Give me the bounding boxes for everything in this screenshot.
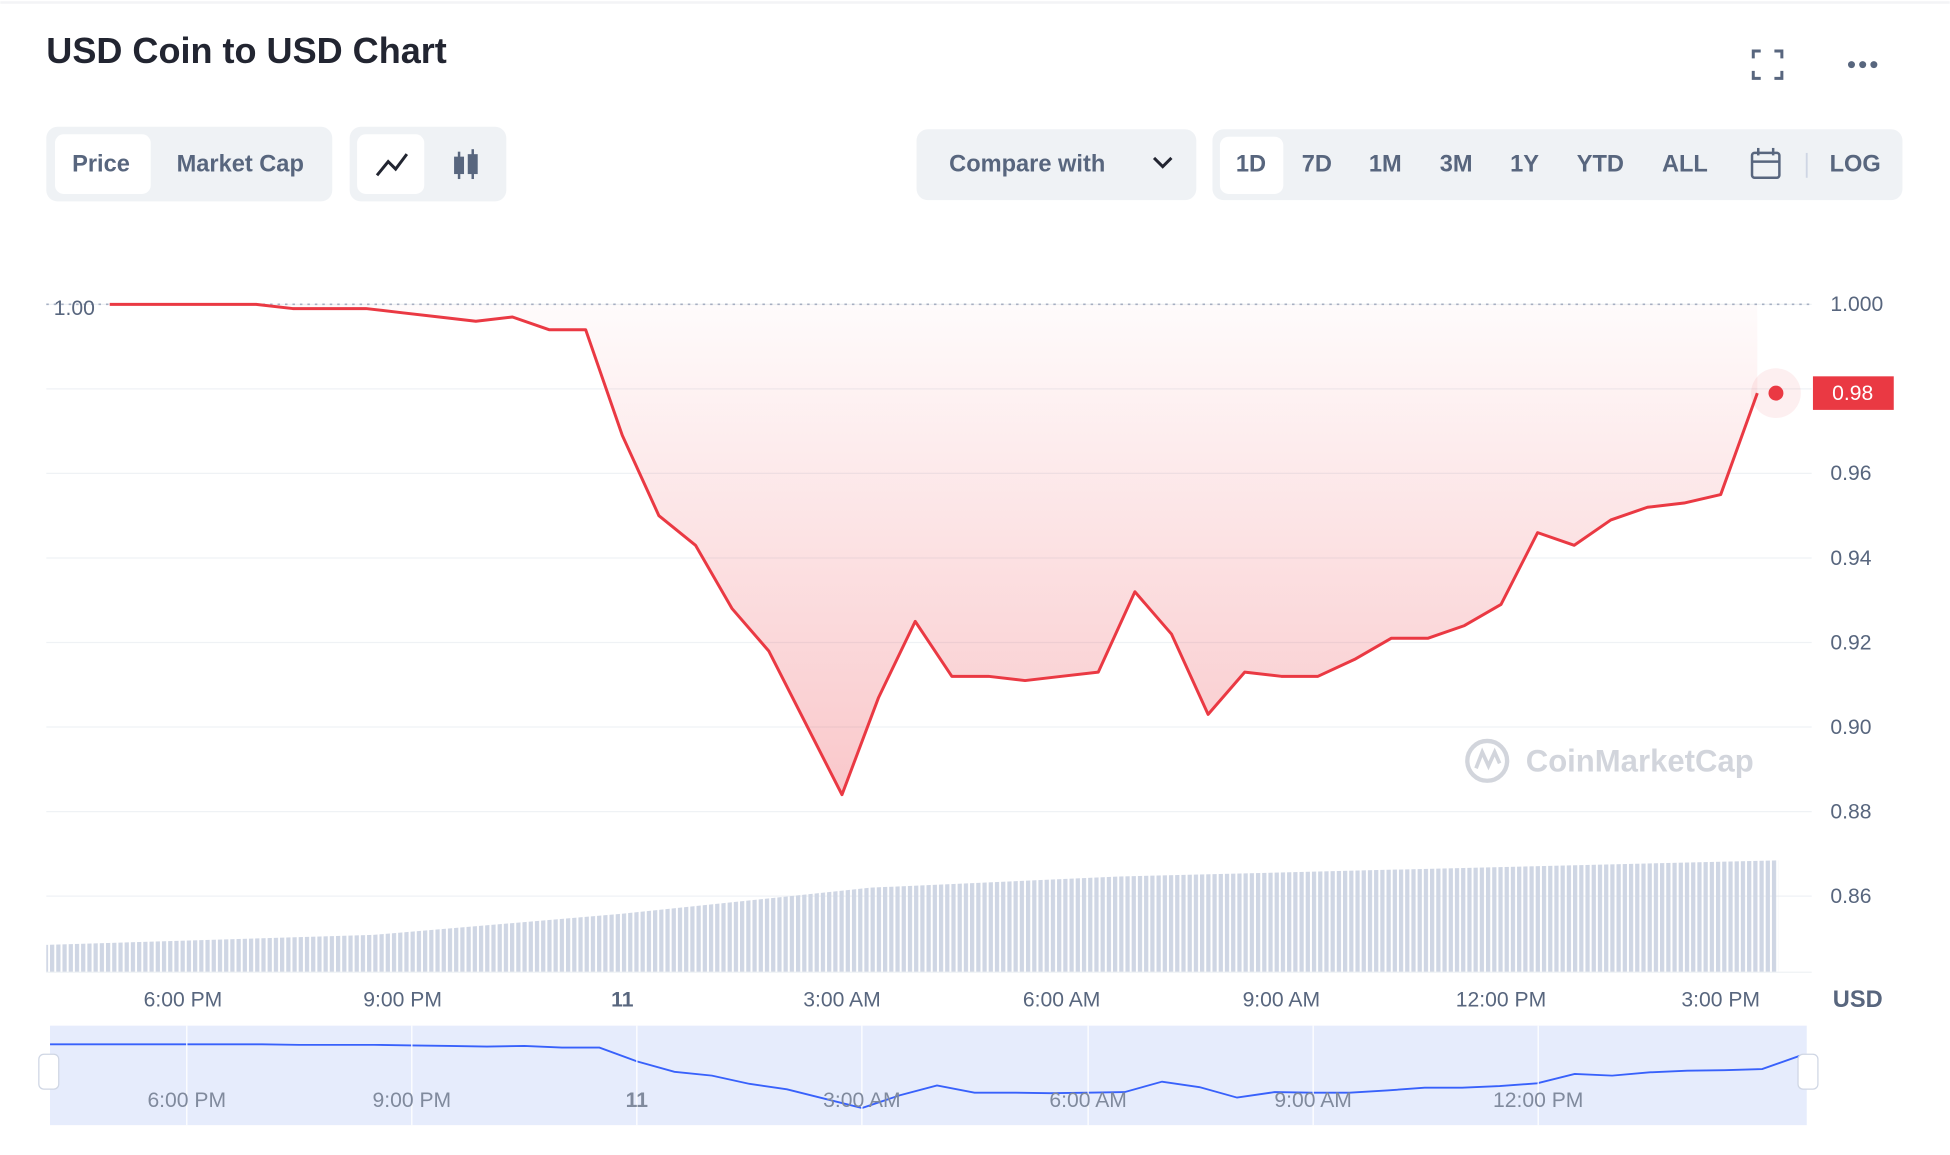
chart-title: USD Coin to USD Chart (46, 30, 447, 71)
reference-label: 1.00 (54, 297, 95, 320)
tab-selected (55, 134, 151, 194)
tab-button[interactable]: Market Cap (177, 152, 304, 178)
navigator-handle-left[interactable] (38, 1053, 60, 1090)
y-tick-label: 0.96 (1830, 462, 1871, 485)
x-tick-label: 3:00 AM (803, 988, 881, 1011)
range-selected (1219, 136, 1284, 194)
range-button[interactable]: ALL (1662, 152, 1708, 178)
y-tick-label: 0.86 (1830, 885, 1871, 908)
x-tick-label: 9:00 AM (1243, 988, 1321, 1011)
x-tick-label: 11 (611, 988, 634, 1011)
navigator-handle-right[interactable] (1797, 1053, 1819, 1090)
x-tick-label: 9:00 PM (363, 988, 442, 1011)
price-badge-label: 0.98 (1832, 382, 1873, 405)
x-tick-label: 6:00 AM (1023, 988, 1101, 1011)
watermark: CoinMarketCap (1465, 738, 1754, 783)
navigator-label: 6:00 PM (147, 1089, 226, 1112)
range-button[interactable]: 1D (1236, 152, 1266, 178)
price-badge (1812, 376, 1894, 410)
area-fill (109, 304, 1758, 795)
line-chart-icon[interactable] (375, 153, 409, 177)
watermark-text: CoinMarketCap (1526, 744, 1754, 779)
candle-chart-icon[interactable] (454, 149, 478, 180)
navigator-label: 6:00 AM (1049, 1089, 1127, 1112)
compare-dropdown[interactable] (916, 129, 1197, 201)
x-tick-label: 6:00 PM (144, 988, 223, 1011)
last-point (1768, 385, 1784, 401)
more-icon[interactable] (1848, 61, 1878, 69)
log-button[interactable]: LOG (1830, 152, 1881, 178)
y-tick-label: 1.000 (1830, 293, 1883, 316)
y-tick-label: 0.88 (1830, 800, 1871, 823)
y-unit: USD (1833, 987, 1883, 1013)
navigator-label: 12:00 PM (1493, 1089, 1583, 1112)
navigator-label: 11 (626, 1089, 649, 1112)
range-button[interactable]: YTD (1577, 152, 1624, 178)
compare-label: Compare with (949, 152, 1105, 178)
range-button[interactable]: 1Y (1510, 152, 1539, 178)
range-button[interactable]: 7D (1302, 152, 1332, 178)
navigator-label: 3:00 AM (823, 1089, 901, 1112)
range-group (1212, 129, 1903, 201)
tab-button[interactable]: Price (72, 152, 130, 178)
price-line (109, 302, 1759, 797)
x-tick-label: 12:00 PM (1456, 988, 1546, 1011)
volume-bars (46, 860, 1779, 973)
fullscreen-icon[interactable] (1751, 49, 1784, 80)
navigator-label: 9:00 PM (372, 1089, 451, 1112)
navigator-line (50, 1043, 1807, 1109)
calendar-icon[interactable] (1750, 147, 1781, 180)
range-button[interactable]: 1M (1369, 152, 1402, 178)
navigator-label: 9:00 AM (1274, 1089, 1352, 1112)
range-button[interactable]: 3M (1440, 152, 1473, 178)
y-tick-label: 0.94 (1830, 547, 1871, 570)
navigator[interactable] (50, 1025, 1807, 1126)
chevron-icon (1152, 156, 1173, 169)
y-tick-label: 0.90 (1830, 716, 1871, 739)
y-tick-label: 0.92 (1830, 631, 1871, 654)
x-tick-label: 3:00 PM (1681, 988, 1760, 1011)
